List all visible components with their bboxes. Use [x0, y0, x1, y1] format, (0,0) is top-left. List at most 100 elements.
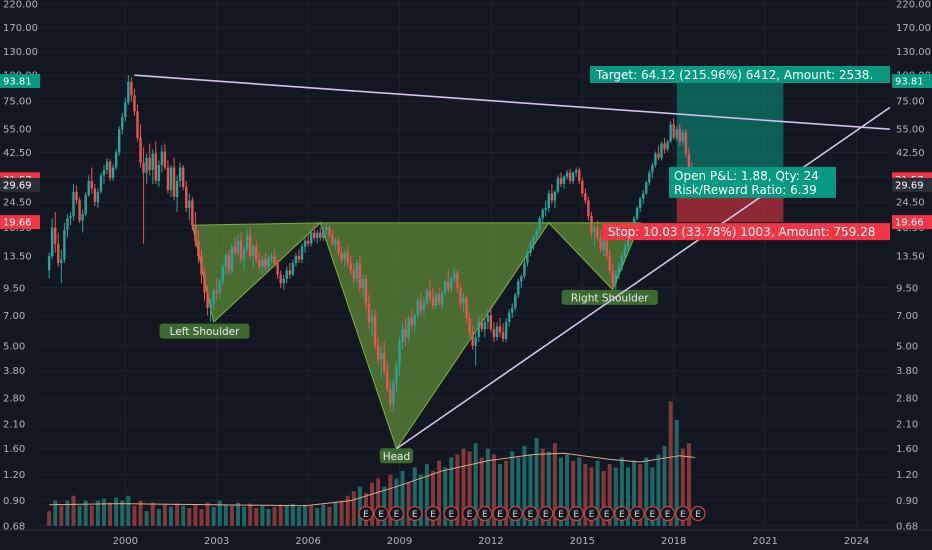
earnings-marker[interactable]: E — [568, 505, 584, 522]
candle-body — [373, 315, 377, 346]
candle-body — [498, 326, 502, 333]
candle-body — [309, 232, 313, 244]
candle-body — [453, 272, 456, 279]
earnings-marker[interactable]: E — [644, 505, 660, 522]
y-tick-right: 130.00 — [896, 47, 931, 58]
volume-bar — [77, 505, 82, 526]
earnings-marker[interactable]: E — [675, 505, 691, 522]
volume-bar — [333, 502, 338, 526]
candle-body — [185, 187, 188, 208]
volume-bar — [254, 507, 259, 526]
earnings-marker[interactable]: E — [583, 505, 600, 522]
trendlines[interactable] — [134, 74, 891, 450]
candle-body — [474, 337, 477, 346]
candle-body — [687, 153, 691, 168]
candle-body — [54, 227, 57, 244]
volume-bar — [309, 505, 314, 526]
candle-body — [306, 240, 310, 244]
candle-body — [236, 240, 240, 253]
price-tag-bg — [892, 177, 932, 192]
candle-body — [599, 237, 602, 250]
candle-body — [511, 307, 514, 313]
earnings-letter: E — [650, 510, 656, 520]
volume-bar — [498, 463, 503, 526]
candle-body — [84, 195, 87, 215]
earnings-marker[interactable]: E — [599, 505, 615, 522]
candle-body — [63, 230, 66, 260]
candle-body — [635, 207, 639, 219]
earnings-marker[interactable]: E — [492, 505, 508, 522]
candle-body — [541, 209, 544, 219]
earnings-marker[interactable]: E — [690, 505, 706, 522]
price-tag-bg — [892, 215, 932, 230]
earnings-marker[interactable]: E — [522, 505, 539, 522]
candle-body — [69, 216, 72, 219]
earnings-circle — [407, 505, 423, 522]
pattern-label: Head — [383, 451, 410, 463]
x-tick: 2021 — [752, 536, 777, 547]
trendline-2[interactable] — [395, 106, 891, 450]
y-tick-left: 3.80 — [3, 366, 25, 377]
y-tick-right: 9.50 — [896, 283, 918, 294]
volume-bar — [467, 451, 472, 526]
trendline-1[interactable] — [134, 74, 891, 131]
volume-bar — [595, 460, 600, 526]
candle-body — [638, 198, 642, 208]
candle-body — [230, 246, 234, 271]
volume-bar — [315, 507, 320, 526]
candle-body — [340, 252, 343, 260]
candle-body — [568, 172, 572, 181]
earnings-marker[interactable]: E — [614, 505, 630, 522]
candle-body — [678, 129, 681, 142]
earnings-marker[interactable]: E — [507, 505, 523, 522]
earnings-marker[interactable]: E — [443, 505, 459, 522]
volume-bar — [83, 500, 88, 526]
candle-body — [517, 281, 520, 295]
target-label-bg[interactable] — [590, 65, 890, 83]
earnings-marker[interactable]: E — [373, 505, 389, 522]
candle-body — [99, 175, 103, 192]
candle-body — [370, 315, 374, 323]
volume-bar — [504, 460, 509, 526]
y-tick-left: 2.80 — [3, 394, 25, 405]
long-position-tool[interactable] — [676, 80, 784, 223]
earnings-marker[interactable]: E — [358, 505, 374, 522]
earnings-marker[interactable]: E — [425, 505, 441, 522]
earnings-letter: E — [665, 510, 671, 520]
volume-bar — [370, 482, 375, 526]
earnings-marker[interactable]: E — [659, 505, 676, 522]
earnings-circle — [599, 505, 615, 522]
candle-body — [523, 263, 526, 277]
earnings-marker[interactable]: E — [553, 505, 569, 522]
y-tick-left: 75.00 — [3, 97, 32, 108]
candle-body — [492, 329, 496, 338]
volume-bar — [565, 454, 570, 526]
volume-bar — [272, 506, 277, 526]
stop-label-bg[interactable] — [602, 223, 890, 241]
x-tick: 2024 — [844, 536, 869, 547]
earnings-marker[interactable]: E — [538, 505, 554, 522]
volume-bar — [260, 505, 265, 526]
y-tick-right: 1.60 — [896, 444, 918, 455]
earnings-marker[interactable]: E — [461, 505, 478, 522]
earnings-marker[interactable]: E — [407, 505, 423, 522]
earnings-marker[interactable]: E — [477, 505, 493, 522]
candle-body — [267, 258, 270, 267]
position-labels[interactable]: Target: 64.12 (215.96%) 6412, Amount: 25… — [590, 65, 890, 241]
candle-body — [660, 143, 663, 158]
candle-body — [437, 294, 441, 304]
pnl-box-bg[interactable] — [669, 166, 836, 198]
volume-bar — [632, 460, 637, 526]
x-axis-band — [0, 530, 932, 550]
candle-body — [617, 266, 621, 275]
candle-body — [133, 95, 136, 112]
earnings-marker[interactable]: E — [388, 505, 405, 522]
earnings-marker[interactable]: E — [629, 505, 645, 522]
candle-body — [611, 270, 614, 284]
pattern-triangle-1[interactable] — [191, 222, 322, 324]
y-tick-right: 24.50 — [896, 198, 925, 209]
y-tick-left: 13.50 — [3, 252, 32, 263]
candle-body — [398, 342, 401, 366]
